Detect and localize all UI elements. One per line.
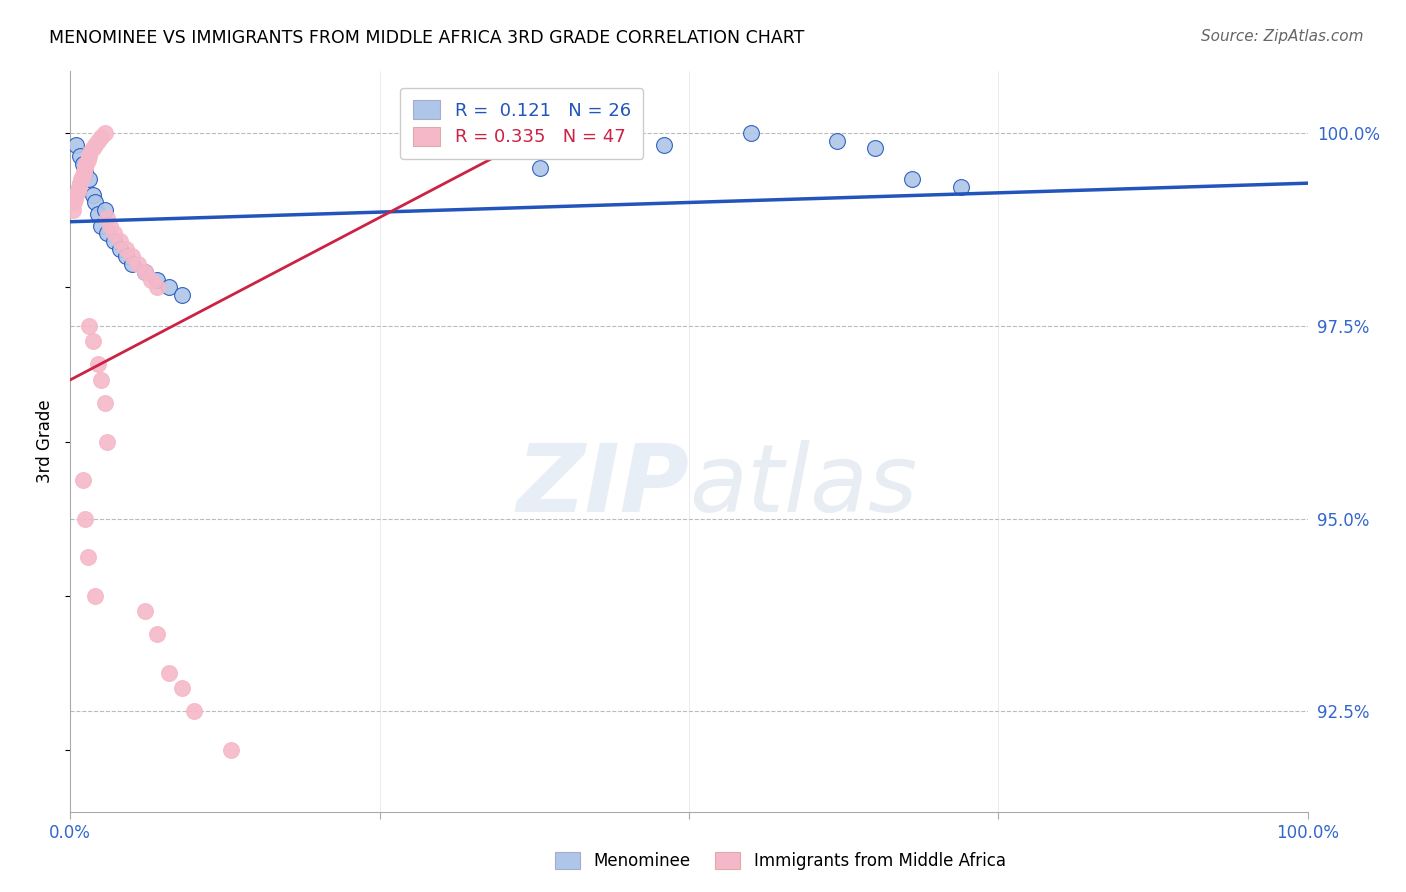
Point	[84, 195, 107, 210]
Point	[75, 161, 97, 175]
Text: MENOMINEE VS IMMIGRANTS FROM MIDDLE AFRICA 3RD GRADE CORRELATION CHART: MENOMINEE VS IMMIGRANTS FROM MIDDLE AFRI…	[49, 29, 804, 46]
Point	[96, 434, 118, 449]
Text: Source: ZipAtlas.com: Source: ZipAtlas.com	[1201, 29, 1364, 44]
Text: ZIP: ZIP	[516, 440, 689, 532]
Point	[529, 161, 551, 175]
Point	[79, 145, 101, 160]
Point	[146, 280, 169, 294]
Point	[84, 589, 107, 603]
Point	[66, 184, 89, 198]
Point	[67, 180, 90, 194]
Point	[76, 550, 98, 565]
Point	[65, 137, 87, 152]
Point	[134, 265, 156, 279]
Point	[146, 627, 169, 641]
Point	[76, 153, 98, 167]
Point	[134, 265, 156, 279]
Point	[90, 219, 112, 233]
Point	[82, 187, 104, 202]
Point	[127, 257, 149, 271]
Point	[98, 219, 121, 233]
Point	[72, 169, 94, 183]
Point	[77, 172, 100, 186]
Point	[121, 257, 143, 271]
Point	[96, 227, 118, 241]
Point	[146, 272, 169, 286]
Text: atlas: atlas	[689, 441, 917, 532]
Point	[170, 288, 193, 302]
Point	[827, 134, 849, 148]
Point	[94, 203, 117, 218]
Point	[82, 334, 104, 349]
Point	[69, 149, 91, 163]
Point	[77, 318, 100, 333]
Point	[863, 141, 886, 155]
Point	[73, 164, 96, 178]
Point	[115, 242, 138, 256]
Point	[70, 172, 93, 186]
Point	[740, 126, 762, 140]
Point	[529, 141, 551, 155]
Point	[86, 358, 108, 372]
Point	[103, 234, 125, 248]
Point	[170, 681, 193, 696]
Point	[134, 604, 156, 618]
Point	[86, 207, 108, 221]
Y-axis label: 3rd Grade: 3rd Grade	[37, 400, 55, 483]
Point	[108, 242, 131, 256]
Point	[72, 157, 94, 171]
Point	[65, 187, 87, 202]
Point	[108, 234, 131, 248]
Legend: R =  0.121   N = 26, R = 0.335   N = 47: R = 0.121 N = 26, R = 0.335 N = 47	[401, 87, 644, 159]
Point	[96, 211, 118, 225]
Point	[94, 396, 117, 410]
Point	[183, 705, 205, 719]
Point	[75, 164, 97, 178]
Point	[72, 473, 94, 487]
Point	[69, 176, 91, 190]
Point	[63, 195, 86, 210]
Point	[75, 511, 97, 525]
Point	[86, 134, 108, 148]
Point	[94, 126, 117, 140]
Point	[82, 141, 104, 155]
Legend: Menominee, Immigrants from Middle Africa: Menominee, Immigrants from Middle Africa	[548, 845, 1012, 877]
Point	[950, 180, 973, 194]
Point	[90, 129, 112, 144]
Point	[121, 249, 143, 263]
Point	[652, 137, 675, 152]
Point	[75, 157, 97, 171]
Point	[84, 137, 107, 152]
Point	[77, 149, 100, 163]
Point	[139, 272, 162, 286]
Point	[157, 280, 180, 294]
Point	[115, 249, 138, 263]
Point	[62, 203, 84, 218]
Point	[90, 373, 112, 387]
Point	[900, 172, 922, 186]
Point	[65, 192, 87, 206]
Point	[103, 227, 125, 241]
Point	[157, 665, 180, 680]
Point	[219, 743, 242, 757]
